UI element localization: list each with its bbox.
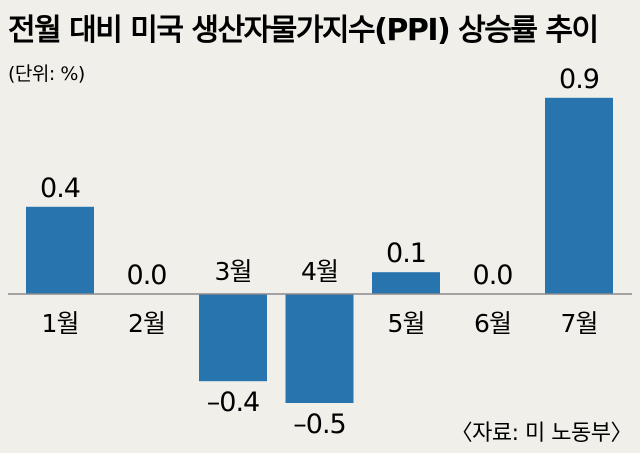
category-label-3: 3월 [215,257,252,286]
chart-title: 전월 대비 미국 생산자물가지수(PPI) 상승률 추이 [8,13,598,48]
value-label-4: –0.5 [293,409,345,440]
category-label-4: 4월 [301,257,338,286]
category-label-6: 6월 [474,309,511,338]
value-label-6: 0.0 [473,260,513,291]
value-label-7: 0.9 [559,64,599,95]
bar-7 [545,97,613,294]
category-label-7: 7월 [561,309,598,338]
value-label-1: 0.4 [40,173,80,204]
value-label-2: 0.0 [127,260,167,291]
source-note: 〈자료: 미 노동부〉 [451,421,632,446]
labels-group: 0.4 1월 0.0 2월 –0.4 3월 –0.5 4월 0.1 5월 0.0 6월 0.9 7월 [40,64,600,440]
category-label-2: 2월 [128,309,165,338]
category-label-1: 1월 [42,309,79,338]
bar-5 [372,272,440,294]
bar-4 [285,294,354,403]
unit-label: (단위: %) [8,63,85,85]
value-label-5: 0.1 [386,238,426,269]
value-label-3: –0.4 [207,387,259,418]
category-label-5: 5월 [388,309,425,338]
bars-group [26,97,613,403]
bar-3 [199,294,267,382]
bar-1 [26,206,94,294]
